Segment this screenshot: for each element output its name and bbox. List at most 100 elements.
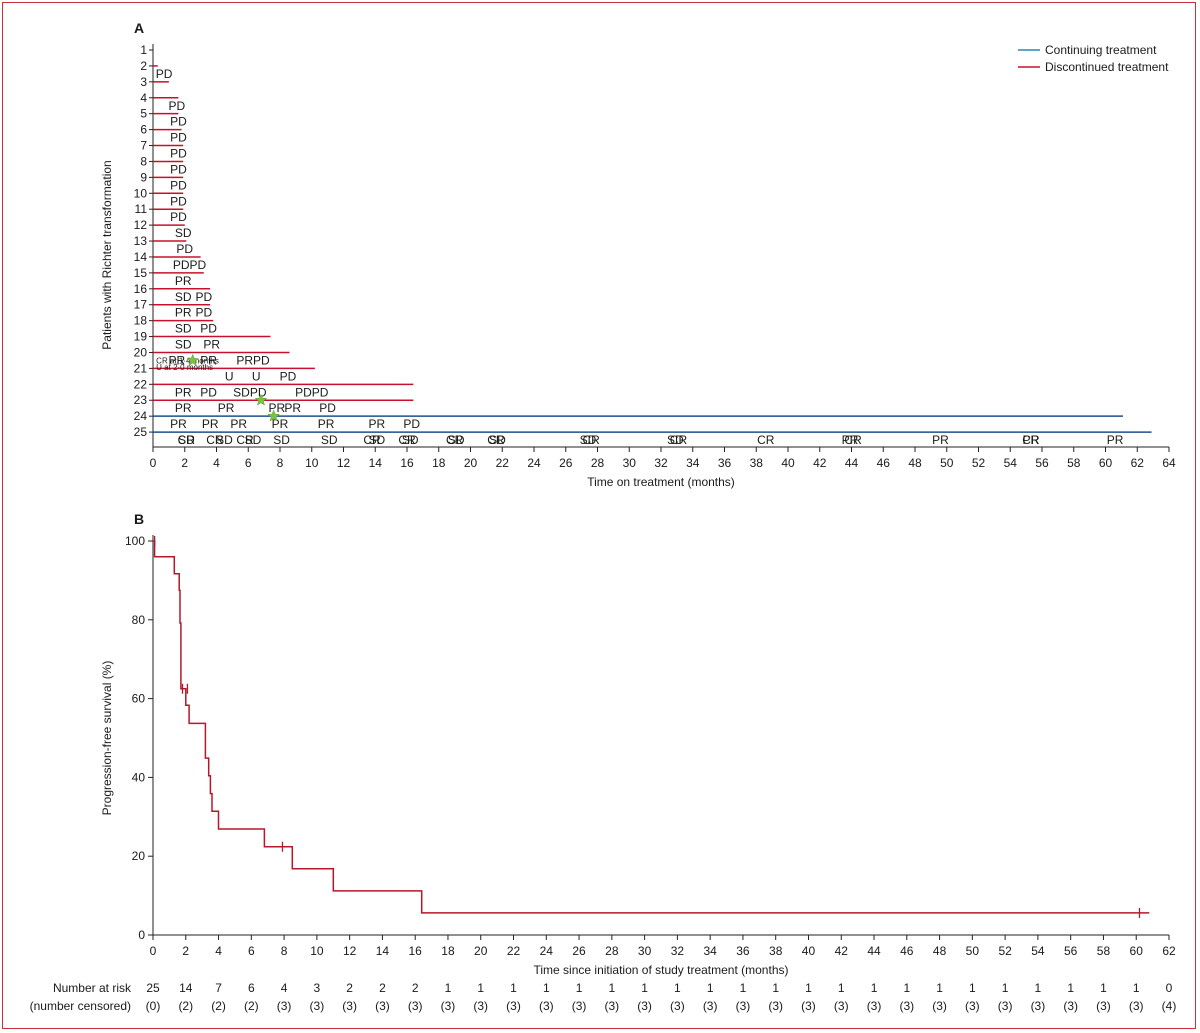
a-x-tick-label: 6 — [245, 456, 252, 470]
censored-value: (3) — [277, 999, 292, 1013]
risk-value: 1 — [936, 981, 943, 995]
b-x-tick-label: 36 — [736, 944, 750, 958]
response-label: SD — [369, 433, 386, 447]
response-label: PR — [842, 433, 859, 447]
a-y-tick-label: 14 — [134, 250, 148, 264]
censored-value: (3) — [932, 999, 947, 1013]
a-x-tick-label: 64 — [1162, 456, 1176, 470]
censored-value: (3) — [310, 999, 325, 1013]
b-x-tick-label: 28 — [605, 944, 619, 958]
risk-value: 1 — [477, 981, 484, 995]
response-label: CR — [178, 433, 196, 447]
response-label: CR — [582, 433, 600, 447]
censored-value: (3) — [670, 999, 685, 1013]
response-label: CR — [206, 433, 224, 447]
censored-value: (3) — [605, 999, 620, 1013]
a-x-tick-label: 34 — [686, 456, 700, 470]
censored-value: (3) — [1063, 999, 1078, 1013]
a-x-tick-label: 40 — [781, 456, 795, 470]
b-y-tick-label: 80 — [132, 613, 146, 627]
risk-value: 0 — [1166, 981, 1173, 995]
a-x-tick-label: 8 — [277, 456, 284, 470]
censored-value: (3) — [1031, 999, 1046, 1013]
risk-value: 2 — [379, 981, 386, 995]
a-y-tick-label: 23 — [134, 393, 148, 407]
censored-value: (3) — [637, 999, 652, 1013]
censored-value: (3) — [408, 999, 423, 1013]
a-x-tick-label: 38 — [750, 456, 764, 470]
censored-value: (3) — [801, 999, 816, 1013]
b-x-tick-label: 50 — [966, 944, 980, 958]
legend-discontinued-label: Discontinued treatment — [1045, 60, 1169, 74]
km-curve — [153, 540, 1150, 914]
response-label: SD — [216, 433, 233, 447]
risk-value: 1 — [1002, 981, 1009, 995]
b-x-tick-label: 30 — [638, 944, 652, 958]
censored-value: (3) — [506, 999, 521, 1013]
b-x-tick-label: 16 — [409, 944, 423, 958]
response-label: PR — [369, 417, 386, 431]
censored-value: (3) — [998, 999, 1013, 1013]
response-label: SD — [178, 433, 195, 447]
response-label: PD — [195, 290, 212, 304]
censored-value: (3) — [736, 999, 751, 1013]
censored-value: (3) — [1129, 999, 1144, 1013]
risk-value: 7 — [215, 981, 222, 995]
response-label: PD — [170, 147, 187, 161]
risk-value: 1 — [805, 981, 812, 995]
a-y-tick-label: 8 — [140, 154, 147, 168]
censored-value: (3) — [834, 999, 849, 1013]
a-x-tick-label: 26 — [559, 456, 573, 470]
risk-value: 25 — [146, 981, 160, 995]
risk-value: 1 — [1100, 981, 1107, 995]
response-label: PR — [1107, 433, 1124, 447]
b-x-tick-label: 2 — [182, 944, 189, 958]
response-label: SD — [175, 290, 192, 304]
response-label: PR — [170, 417, 187, 431]
risk-value: 1 — [871, 981, 878, 995]
a-x-tick-label: 30 — [623, 456, 637, 470]
b-x-axis-label: Time since initiation of study treatment… — [534, 963, 789, 977]
a-y-tick-label: 3 — [140, 75, 147, 89]
risk-table: 25 14 7 6 4 3 2 2 2 1 1 1 1 1 1 1 1 1 1 1 1 1 1 1 1 1 1 1 1 1 1 0 (0) (2)… — [146, 981, 1177, 1013]
a-y-tick-label: 21 — [134, 361, 148, 375]
response-label: CR — [487, 433, 505, 447]
b-y-tick-label: 100 — [125, 534, 145, 548]
response-label: PR — [203, 338, 220, 352]
risk-value: 1 — [1133, 981, 1140, 995]
swimmer-plot: 1234567891011121314151617181920212223242… — [100, 43, 1176, 489]
a-x-tick-label: 60 — [1099, 456, 1113, 470]
risk-value: 1 — [641, 981, 648, 995]
risk-value: 1 — [838, 981, 845, 995]
a-y-tick-label: 6 — [140, 123, 147, 137]
a-x-tick-label: 58 — [1067, 456, 1081, 470]
a-x-tick-label: 16 — [400, 456, 414, 470]
censored-value: (2) — [178, 999, 193, 1013]
a-y-tick-label: 11 — [135, 202, 148, 216]
risk-value: 1 — [510, 981, 517, 995]
annotation-text: U at 2·0 months — [156, 363, 213, 372]
a-x-tick-label: 0 — [150, 456, 157, 470]
b-x-tick-label: 26 — [572, 944, 586, 958]
response-label: PD — [195, 306, 212, 320]
a-y-tick-label: 22 — [134, 377, 148, 391]
b-y-axis-label: Progression-free survival (%) — [100, 661, 114, 816]
response-label: SD — [175, 226, 192, 240]
response-label: PD — [170, 162, 187, 176]
a-x-tick-label: 54 — [1004, 456, 1018, 470]
b-x-tick-label: 52 — [998, 944, 1012, 958]
response-label: SD — [175, 338, 192, 352]
a-x-tick-label: 46 — [877, 456, 891, 470]
a-y-tick-label: 10 — [134, 186, 148, 200]
response-label: PR — [318, 417, 335, 431]
censored-value: (3) — [703, 999, 718, 1013]
b-x-tick-label: 20 — [474, 944, 488, 958]
response-label: PR — [932, 433, 949, 447]
response-label: PR — [218, 401, 235, 415]
censored-value: (0) — [146, 999, 161, 1013]
b-x-tick-label: 62 — [1162, 944, 1176, 958]
censored-value: (3) — [375, 999, 390, 1013]
censored-value: (3) — [441, 999, 456, 1013]
legend-a: Continuing treatment Discontinued treatm… — [1018, 43, 1169, 74]
